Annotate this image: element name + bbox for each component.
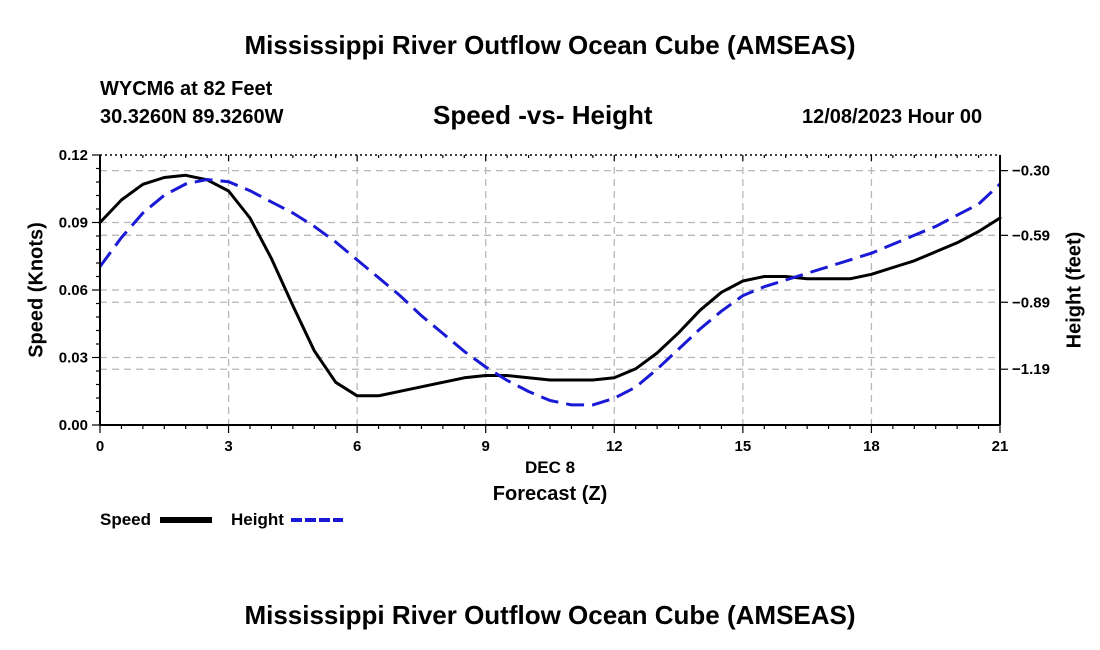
- y-right-tick-label: −0.59: [1012, 227, 1050, 244]
- x-axis-title: Forecast (Z): [492, 483, 608, 505]
- legend-height-swatch: [291, 518, 343, 522]
- legend-height-label: Height: [231, 510, 284, 529]
- station-label: WYCM6 at 82 Feet: [100, 78, 273, 100]
- x-tick-label: 12: [606, 438, 623, 455]
- y-right-tick-label: −0.89: [1012, 294, 1050, 311]
- x-tick-label: 21: [992, 438, 1009, 455]
- x-tick-label: 15: [735, 438, 752, 455]
- y-left-tick-label: 0.12: [59, 147, 88, 164]
- datetime-label: 12/08/2023 Hour 00: [802, 106, 983, 128]
- x-tick-label: 18: [863, 438, 880, 455]
- y-axis-left-title: Speed (Knots): [25, 222, 48, 358]
- coordinates-label: 30.3260N 89.3260W: [100, 106, 284, 128]
- y-left-tick-label: 0.06: [59, 282, 88, 299]
- chart-title-bottom: Mississippi River Outflow Ocean Cube (AM…: [244, 600, 856, 630]
- speed-series-line: [98, 173, 1002, 398]
- x-tick-label: 0: [96, 438, 104, 455]
- y-axis-right-title: Height (feet): [1063, 231, 1086, 349]
- y-left-tick-label: 0.00: [59, 417, 88, 434]
- y-left-tick-label: 0.03: [59, 350, 88, 367]
- x-tick-label: 6: [353, 438, 361, 455]
- legend-speed-swatch: [160, 517, 212, 523]
- x-tick-label: 3: [224, 438, 232, 455]
- x-tick-label: 9: [482, 438, 490, 455]
- legend-speed-label: Speed: [100, 510, 152, 529]
- x-axis-date-label: DEC 8: [524, 458, 576, 477]
- y-right-tick-label: −1.19: [1012, 361, 1050, 378]
- chart-subtitle: Speed -vs- Height: [433, 100, 653, 130]
- y-right-tick-label: −0.30: [1012, 163, 1050, 180]
- y-left-tick-label: 0.09: [59, 215, 88, 232]
- height-series-line: [98, 178, 1002, 407]
- chart-title-top: Mississippi River Outflow Ocean Cube (AM…: [244, 30, 856, 60]
